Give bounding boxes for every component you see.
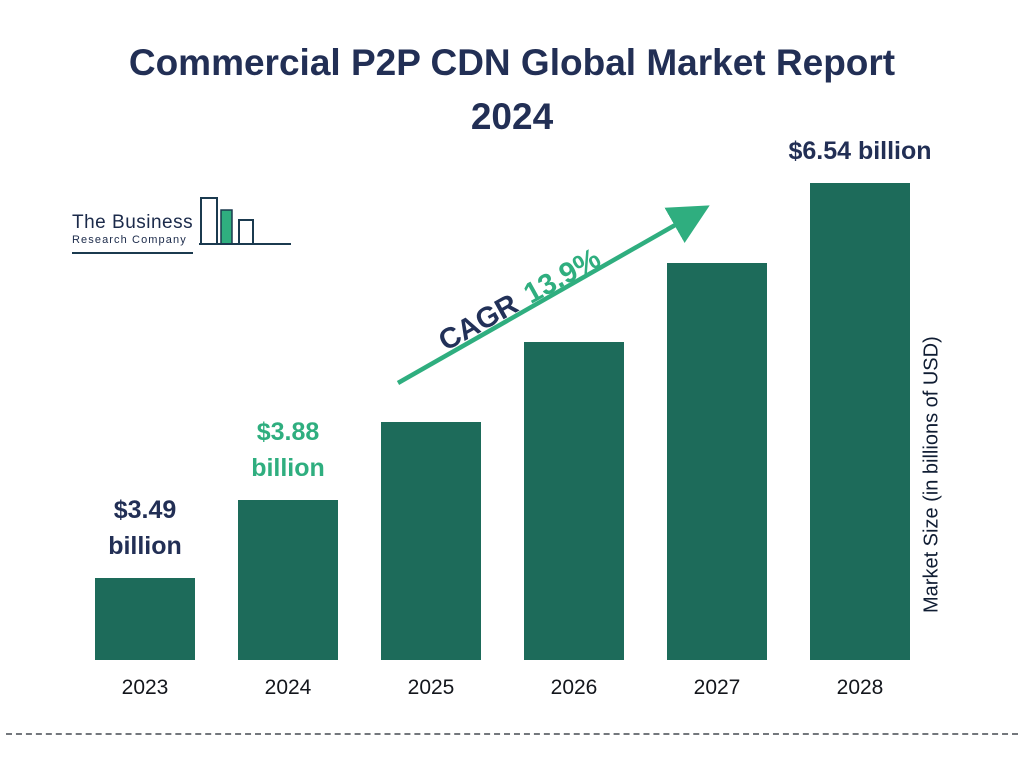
chart-title: Commercial P2P CDN Global Market Report … (0, 36, 1024, 143)
bar-column-2025: 2025 (381, 160, 481, 699)
bar-column-2024: $3.88 billion 2024 (238, 160, 338, 699)
bar-column-2026: 2026 (524, 160, 624, 699)
x-tick-2026: 2026 (550, 676, 598, 699)
bar-plot: $3.49 billion 2023 $3.88 billion 2024 2025 2026… (95, 137, 932, 699)
bar-2026 (524, 342, 624, 660)
logo-bars-icon (199, 197, 292, 245)
bar-column-2028: $6.54 billion 2028 (788, 137, 931, 699)
x-tick-2027: 2027 (693, 676, 741, 699)
x-tick-2025: 2025 (407, 676, 455, 699)
bottom-dashed-divider (6, 733, 1018, 735)
bar-2027 (667, 263, 767, 660)
value-label-2023: $3.49 billion (108, 495, 182, 560)
chart-title-line1: Commercial P2P CDN Global Market Report (128, 42, 896, 83)
value-label-2028: $6.54 billion (788, 136, 932, 165)
logo-name: The Business (72, 212, 194, 233)
bar-2025 (381, 422, 481, 660)
company-logo-text: The Business Research Company (72, 212, 194, 254)
bar-2028 (810, 183, 910, 660)
logo-subname: Research Company (72, 234, 187, 246)
bar-2024 (238, 500, 338, 660)
x-tick-2028: 2028 (836, 676, 884, 699)
bar-column-2023: $3.49 billion 2023 (95, 160, 195, 699)
x-tick-2024: 2024 (264, 676, 312, 699)
company-logo: The Business Research Company (72, 192, 295, 254)
cagr-trend-arrow-icon (396, 205, 710, 385)
bar-2023 (95, 578, 195, 660)
x-tick-2023: 2023 (121, 676, 169, 699)
bar-column-2027: 2027 (667, 160, 767, 699)
chart-title-line2: 2024 (470, 95, 554, 137)
value-label-2024: $3.88 billion (251, 417, 325, 482)
y-axis-label: Market Size (in billions of USD) (920, 336, 943, 614)
